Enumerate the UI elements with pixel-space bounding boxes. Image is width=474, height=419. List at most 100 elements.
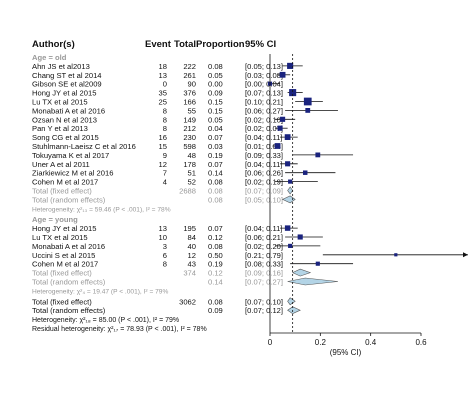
study-total: 43 bbox=[188, 260, 196, 269]
study-proportion: 0.05 bbox=[208, 115, 223, 124]
study-proportion: 0.08 bbox=[208, 242, 223, 251]
subgroup-random-effects-ci: [0.07; 0.27] bbox=[245, 278, 283, 287]
header-event: Event bbox=[145, 39, 172, 50]
subgroup-random-effects-label: Total (random effects) bbox=[32, 195, 106, 204]
study-event: 18 bbox=[159, 62, 167, 71]
study-total: 48 bbox=[188, 151, 196, 160]
study-total: 212 bbox=[183, 124, 196, 133]
study-event: 16 bbox=[159, 133, 167, 142]
study-total: 166 bbox=[183, 98, 196, 107]
study-name: Hong JY et al 2015 bbox=[32, 224, 96, 233]
study-ci: [0.05; 0.13] bbox=[245, 62, 283, 71]
overall-fixed-effect-proportion: 0.08 bbox=[208, 297, 223, 306]
study-name: Cohen M et al 2017 bbox=[32, 178, 98, 187]
study-proportion: 0.19 bbox=[208, 151, 223, 160]
study-estimate-box bbox=[315, 261, 320, 266]
study-ci: [0.04; 0.11] bbox=[245, 224, 282, 233]
study-estimate-box bbox=[287, 62, 294, 69]
study-proportion: 0.15 bbox=[208, 98, 223, 107]
subgroup-heterogeneity: Heterogeneity: χ²₁₃ = 59.46 (P < .001), … bbox=[32, 206, 171, 213]
study-name: Lu TX et al 2015 bbox=[32, 98, 88, 107]
study-name: Monabati A et al 2016 bbox=[32, 242, 105, 251]
subgroup-random-effects-diamond bbox=[281, 195, 296, 204]
study-estimate-box bbox=[288, 179, 293, 184]
study-name: Lu TX et al 2015 bbox=[32, 233, 88, 242]
study-event: 12 bbox=[159, 160, 167, 169]
subgroup-random-effects-label: Total (random effects) bbox=[32, 278, 106, 287]
study-name: Gibson SE et al2009 bbox=[32, 80, 102, 89]
overall-random-effects-proportion: 0.09 bbox=[208, 306, 223, 315]
x-tick-label: 0.6 bbox=[415, 338, 427, 347]
study-name: Pan Y et al 2013 bbox=[32, 124, 88, 133]
header-total: Total bbox=[174, 39, 196, 50]
study-name: Stuhlmann-Laeisz C et al 2016 bbox=[32, 142, 136, 151]
study-total: 598 bbox=[183, 142, 196, 151]
subgroup-random-effects-ci: [0.05; 0.10] bbox=[245, 195, 283, 204]
study-ci: [0.03; 0.08] bbox=[245, 71, 283, 80]
study-ci: [0.06; 0.21] bbox=[245, 233, 283, 242]
subgroup-label: Age = young bbox=[32, 215, 78, 224]
study-name: Chang ST et al 2014 bbox=[32, 71, 102, 80]
study-ci: [0.02; 0.20] bbox=[245, 242, 283, 251]
study-ci: [0.02; 0.07] bbox=[245, 124, 283, 133]
study-total: 51 bbox=[188, 169, 196, 178]
study-name: Ahn JS et al2013 bbox=[32, 62, 90, 71]
study-name: Ziarkiewicz M et al 2016 bbox=[32, 169, 113, 178]
study-total: 178 bbox=[183, 160, 196, 169]
study-proportion: 0.04 bbox=[208, 124, 223, 133]
study-ci: [0.02; 0.19] bbox=[245, 178, 283, 187]
header-95-ci: 95% CI bbox=[245, 39, 276, 50]
subgroup-fixed-effect-diamond bbox=[287, 186, 294, 195]
study-estimate-box bbox=[288, 243, 293, 248]
subgroup-fixed-effect-label: Total (fixed effect) bbox=[32, 269, 92, 278]
study-estimate-box bbox=[284, 134, 291, 140]
study-total: 55 bbox=[188, 106, 196, 115]
study-ci: [0.04; 0.11] bbox=[245, 133, 282, 142]
study-proportion: 0.12 bbox=[208, 233, 223, 242]
study-proportion: 0.08 bbox=[208, 178, 223, 187]
ci-arrow bbox=[463, 252, 468, 258]
study-proportion: 0.09 bbox=[208, 89, 223, 98]
study-proportion: 0.07 bbox=[208, 133, 223, 142]
study-total: 12 bbox=[188, 251, 196, 260]
x-tick-label: 0 bbox=[268, 338, 273, 347]
study-proportion: 0.14 bbox=[208, 169, 223, 178]
subgroup-label: Age = old bbox=[32, 53, 67, 62]
study-event: 10 bbox=[159, 233, 167, 242]
study-proportion: 0.03 bbox=[208, 142, 223, 151]
overall-fixed-effect-total: 3062 bbox=[179, 297, 196, 306]
subgroup-fixed-effect-proportion: 0.12 bbox=[208, 269, 223, 278]
study-event: 7 bbox=[163, 169, 167, 178]
study-estimate-box bbox=[284, 225, 291, 231]
study-event: 9 bbox=[163, 151, 167, 160]
subgroup-fixed-effect-label: Total (fixed effect) bbox=[32, 187, 92, 196]
header-proportion: Proportion bbox=[196, 39, 245, 50]
study-ci: [0.02; 0.10] bbox=[245, 115, 283, 124]
study-ci: [0.08; 0.33] bbox=[245, 260, 283, 269]
x-tick-label: 0.4 bbox=[365, 338, 377, 347]
study-name: Ozsan N et al 2013 bbox=[32, 115, 97, 124]
study-estimate-box bbox=[274, 143, 281, 149]
study-ci: [0.09; 0.33] bbox=[245, 151, 283, 160]
study-total: 222 bbox=[183, 62, 196, 71]
study-estimate-box bbox=[303, 97, 312, 106]
overall-heterogeneity: Heterogeneity: χ²₁₈ = 85.00 (P < .001), … bbox=[32, 317, 179, 324]
study-name: Hong JY et al 2015 bbox=[32, 89, 96, 98]
study-name: Tokuyama K et al 2017 bbox=[32, 151, 109, 160]
study-proportion: 0.08 bbox=[208, 62, 223, 71]
study-estimate-box bbox=[280, 116, 286, 122]
study-ci: [0.04; 0.11] bbox=[245, 160, 282, 169]
study-total: 90 bbox=[188, 80, 196, 89]
study-proportion: 0.07 bbox=[208, 160, 223, 169]
study-ci: [0.10; 0.21] bbox=[245, 98, 283, 107]
overall-fixed-effect-diamond bbox=[287, 297, 296, 306]
study-estimate-box bbox=[285, 161, 291, 167]
study-event: 35 bbox=[159, 89, 167, 98]
subgroup-fixed-effect-total: 2688 bbox=[179, 187, 196, 196]
overall-random-effects-label: Total (random effects) bbox=[32, 306, 106, 315]
study-proportion: 0.15 bbox=[208, 106, 223, 115]
subgroup-heterogeneity: Heterogeneity: χ²₄ = 19.47 (P < .001), I… bbox=[32, 288, 168, 295]
study-total: 195 bbox=[183, 224, 196, 233]
study-event: 15 bbox=[159, 142, 167, 151]
